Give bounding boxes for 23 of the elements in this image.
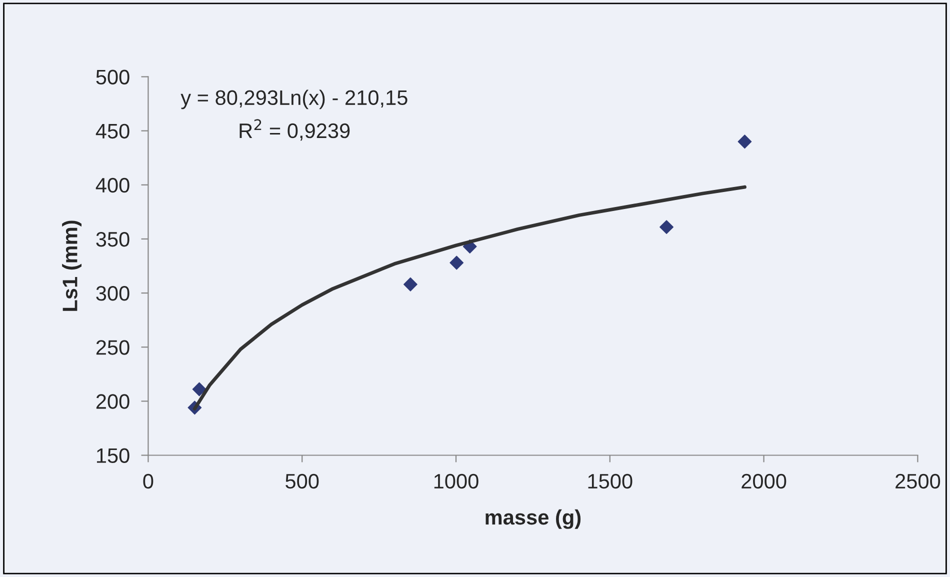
x-tick-label: 1500: [588, 474, 632, 489]
y-tick-label: 200: [96, 394, 130, 409]
point: [403, 277, 418, 292]
x-tick-label: 2500: [896, 474, 940, 489]
y-tick-label: 400: [96, 178, 130, 193]
point: [660, 220, 674, 234]
x-tick-label: 500: [286, 474, 319, 489]
point: [192, 382, 206, 396]
x-tick-label: 0: [143, 474, 154, 489]
annotation: R$^{2}$ = 0,9239: [240, 119, 350, 141]
y-tick-label: 500: [96, 70, 130, 84]
y-tick-label: 150: [96, 448, 130, 464]
point: [450, 256, 464, 270]
annotation: y = 80,293Ln(x) - 210,15: [180, 90, 408, 110]
x-tick-label: 2000: [742, 474, 786, 489]
y-tick-label: 350: [96, 232, 130, 247]
y-axis-title: Ls1 (mm): [62, 220, 82, 311]
y-tick-label: 250: [96, 340, 130, 355]
y-tick-label: 300: [96, 286, 130, 301]
point: [738, 134, 752, 149]
y-tick-label: 450: [96, 124, 130, 139]
x-tick-label: 1000: [434, 474, 478, 489]
x-axis-title: masse (g): [486, 509, 581, 529]
